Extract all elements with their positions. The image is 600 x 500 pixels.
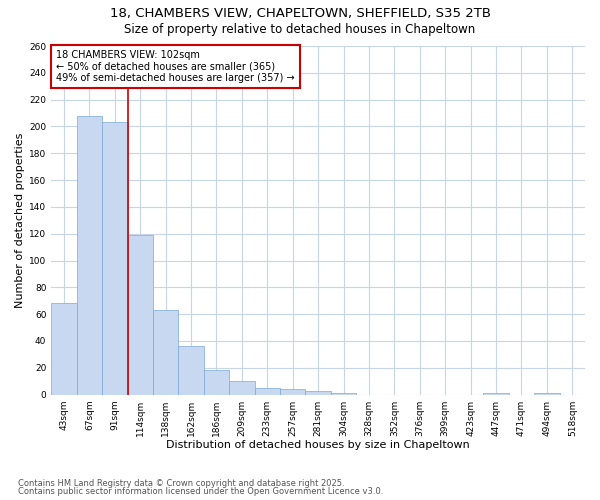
Text: Size of property relative to detached houses in Chapeltown: Size of property relative to detached ho… [124,22,476,36]
Bar [178,346,204,395]
Bar [204,370,229,394]
Bar [305,390,331,394]
Text: 18 CHAMBERS VIEW: 102sqm
← 50% of detached houses are smaller (365)
49% of semi-: 18 CHAMBERS VIEW: 102sqm ← 50% of detach… [56,50,295,83]
Y-axis label: Number of detached properties: Number of detached properties [15,132,25,308]
Bar [254,388,280,394]
Text: 18, CHAMBERS VIEW, CHAPELTOWN, SHEFFIELD, S35 2TB: 18, CHAMBERS VIEW, CHAPELTOWN, SHEFFIELD… [110,8,491,20]
Text: Contains HM Land Registry data © Crown copyright and database right 2025.: Contains HM Land Registry data © Crown c… [18,478,344,488]
Bar [128,235,153,394]
Text: Contains public sector information licensed under the Open Government Licence v3: Contains public sector information licen… [18,487,383,496]
X-axis label: Distribution of detached houses by size in Chapeltown: Distribution of detached houses by size … [166,440,470,450]
Bar [77,116,102,394]
Bar [280,389,305,394]
Bar [153,310,178,394]
Bar [102,122,128,394]
Bar [51,304,77,394]
Bar [229,381,254,394]
